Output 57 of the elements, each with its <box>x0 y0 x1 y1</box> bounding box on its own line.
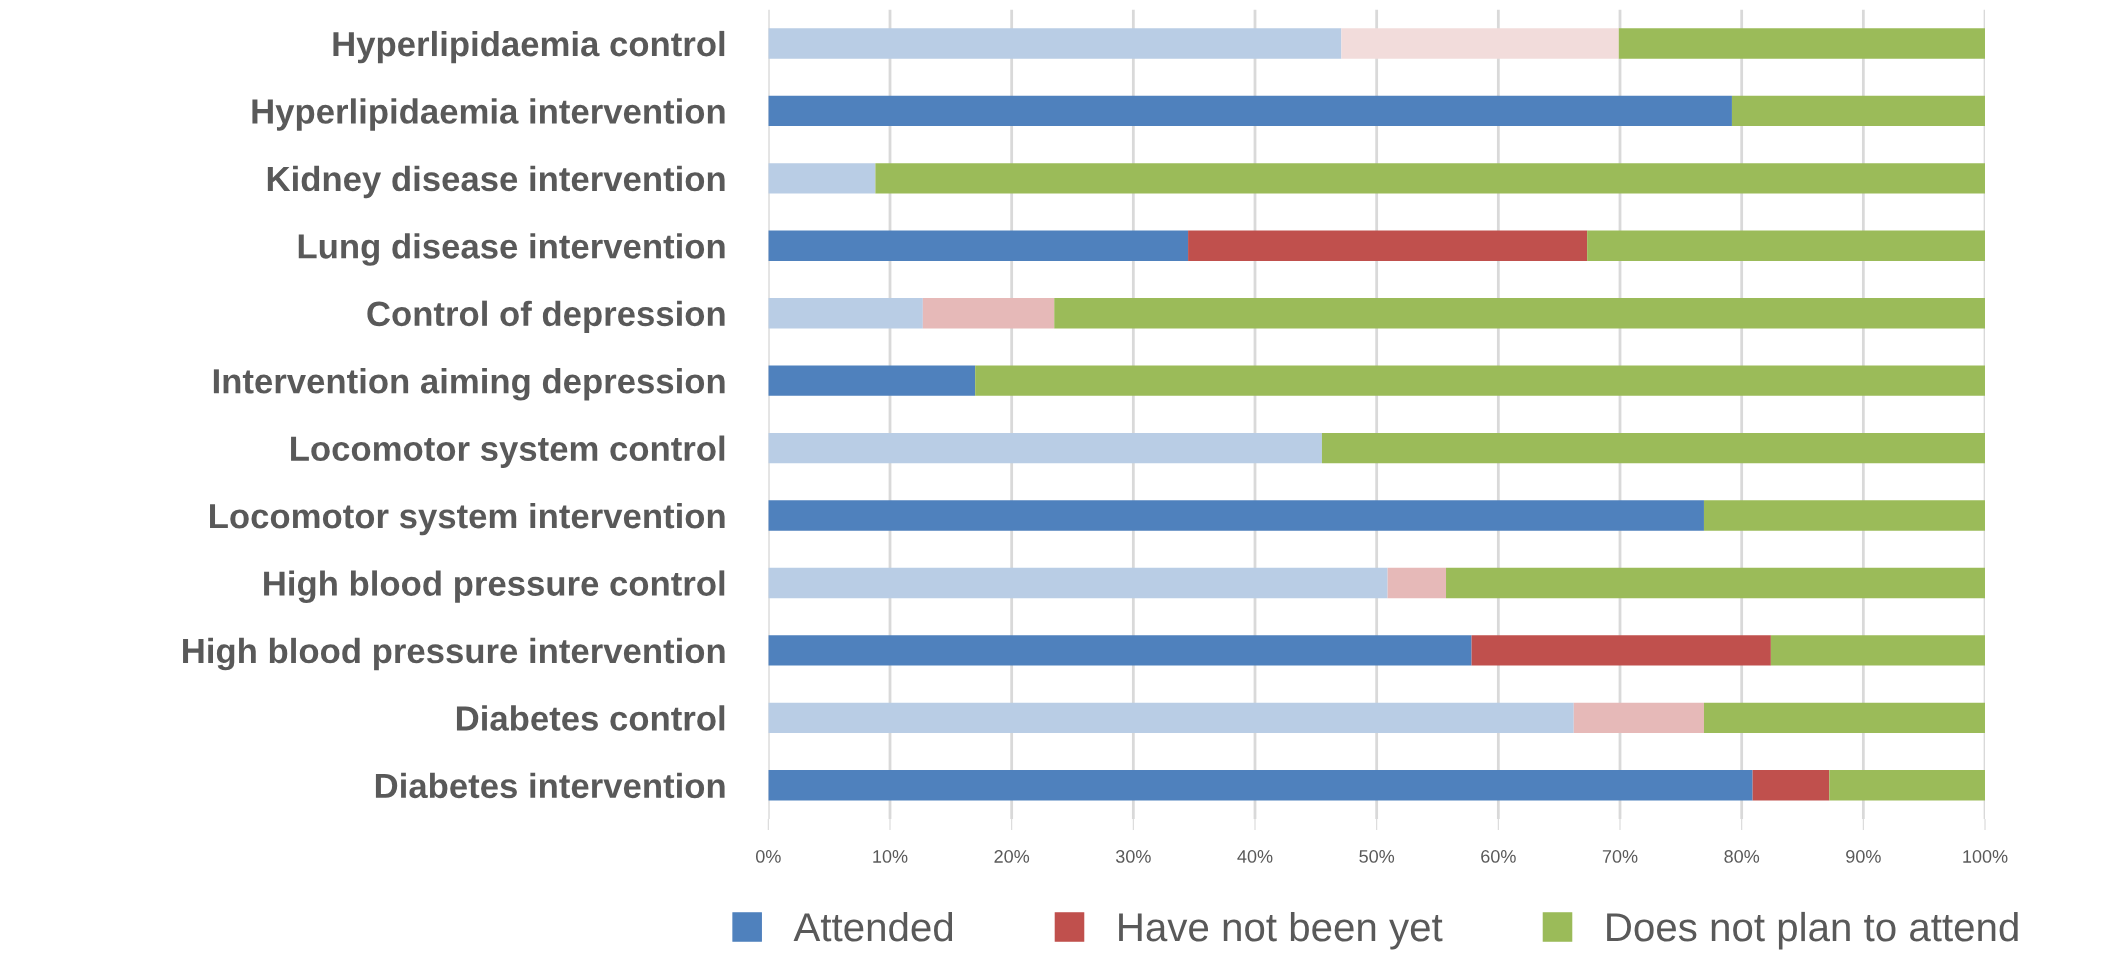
y-tick-label: Lung disease intervention <box>298 233 725 266</box>
bar <box>1752 770 1830 801</box>
bar <box>768 500 1704 531</box>
bar <box>1731 95 1986 127</box>
y-tick-label: Intervention aiming depression <box>213 368 725 401</box>
bar <box>1054 298 1986 329</box>
x-tick-label: 70% <box>1602 850 1638 863</box>
bar <box>1573 702 1704 734</box>
x-tick-label: 80% <box>1724 850 1760 863</box>
bar <box>1446 567 1986 599</box>
bar <box>1618 28 1986 59</box>
bar <box>1321 432 1986 464</box>
bar <box>768 702 1574 734</box>
x-tick-label: 100% <box>1963 850 2008 863</box>
bar <box>1703 500 1986 531</box>
bar <box>1387 567 1447 599</box>
bar <box>768 635 1472 666</box>
y-tick-label: High blood pressure control <box>264 570 725 603</box>
x-tick-label: 90% <box>1846 850 1881 863</box>
x-tick-label: 20% <box>994 850 1030 863</box>
bar <box>768 567 1388 599</box>
bar <box>768 230 1189 261</box>
x-tick-label: 0% <box>755 850 781 863</box>
y-tick-label: Hyperlipidaemia intervention <box>252 98 725 131</box>
y-tick-label: Diabetes intervention <box>375 772 725 799</box>
bar <box>922 298 1055 329</box>
y-tick-label: Diabetes control <box>456 705 725 731</box>
x-tick-label: 60% <box>1481 850 1516 863</box>
x-tick-label: 10% <box>873 850 908 863</box>
bar <box>768 95 1732 127</box>
y-tick-label: Control of depression <box>367 300 725 334</box>
legend-label: Does not plan to attend <box>1607 911 2018 950</box>
bar <box>768 365 976 396</box>
y-tick-label: High blood pressure intervention <box>183 637 725 671</box>
bar <box>875 163 1986 194</box>
bar <box>768 770 1753 801</box>
legend-label: Attended <box>793 911 953 942</box>
y-tick-label: Locomotor system intervention <box>210 502 725 536</box>
bar <box>768 432 1322 464</box>
bar <box>1471 635 1771 666</box>
bar <box>1829 770 1986 801</box>
x-tick-label: 40% <box>1237 850 1273 863</box>
bar <box>1587 230 1986 261</box>
bar <box>975 365 1986 396</box>
bar <box>1770 635 1986 666</box>
x-tick-label: 50% <box>1359 850 1395 863</box>
bar <box>768 163 876 194</box>
bar <box>768 298 923 329</box>
bar <box>1188 230 1588 261</box>
legend-label: Have not been yet <box>1119 911 1443 950</box>
x-tick-label: 30% <box>1115 850 1151 863</box>
y-tick-label: Kidney disease intervention <box>267 165 725 199</box>
bar <box>768 28 1342 59</box>
bar <box>1341 28 1619 59</box>
bar <box>1703 702 1986 734</box>
y-tick-label: Hyperlipidaemia control <box>333 30 725 64</box>
y-tick-label: Locomotor system control <box>291 435 725 468</box>
